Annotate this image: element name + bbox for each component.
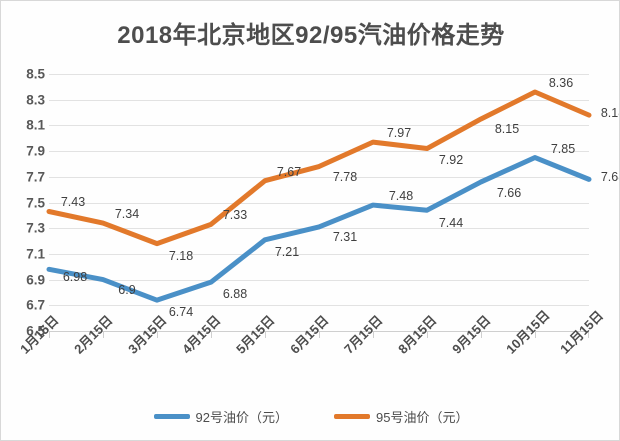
x-axis-tick	[373, 331, 374, 338]
y-axis-tick-label: 6.5	[26, 323, 45, 339]
x-axis-tick	[535, 331, 536, 338]
data-point-label: 8.15	[494, 121, 520, 136]
gridline	[49, 202, 589, 204]
chart-title: 2018年北京地区92/95汽油价格走势	[117, 22, 505, 49]
y-axis-tick-label: 6.9	[26, 272, 45, 288]
series-line	[46, 89, 592, 247]
series-line	[46, 155, 592, 303]
data-point-label: 7.97	[386, 126, 412, 141]
gridline	[49, 176, 589, 178]
plot-area: 6.98 6.9 6.74 6.88 7.21 7.31 7.48 7.44 7.66 7.85 7…	[46, 74, 619, 332]
y-axis: 8.5 8.3 8.1 7.9 7.7 7.5 7.3 7.1 6.9 6.7 6.5	[1, 67, 45, 339]
data-point-label: 7.33	[222, 208, 248, 223]
x-axis-tick	[157, 331, 158, 338]
x-axis-tick	[588, 331, 589, 338]
gridline	[49, 151, 589, 153]
data-point-label: 8.36	[548, 75, 574, 90]
series-lines	[46, 89, 592, 303]
x-axis-tick	[265, 331, 266, 338]
data-point-label: 7.85	[550, 141, 576, 156]
data-point-label: 7.21	[274, 244, 300, 259]
data-point-label: 7.68	[600, 170, 619, 185]
legend-color-swatch	[334, 413, 370, 419]
y-axis-tick-label: 7.1	[26, 246, 45, 262]
x-axis-tick	[103, 331, 104, 338]
legend-color-swatch	[153, 413, 190, 419]
x-axis-tick	[319, 331, 320, 338]
data-point-label: 7.67	[276, 164, 302, 179]
y-axis-tick-label: 7.3	[26, 220, 45, 236]
data-point-label: 7.66	[496, 185, 522, 200]
y-axis-tick-label: 7.5	[26, 195, 45, 210]
gridline	[49, 305, 589, 307]
data-point-label: 7.34	[114, 207, 140, 222]
data-point-label: 7.31	[332, 229, 358, 244]
data-point-label: 6.9	[118, 282, 136, 297]
x-axis-tick	[481, 331, 482, 338]
data-point-label: 7.92	[438, 152, 464, 167]
data-point-label: 6.74	[168, 305, 194, 320]
legend-item[interactable]: 95号油价（元）	[334, 407, 468, 426]
x-axis-tick	[427, 331, 428, 338]
x-axis-tick	[49, 331, 50, 338]
x-axis: 1月15日 2月15日 3月15日 4月15日 5月15日 6月15日 7月15日 8月15日…	[17, 307, 606, 398]
gridline	[49, 125, 589, 127]
gridline	[49, 279, 589, 281]
legend-label: 92号油价（元）	[195, 409, 288, 425]
gridline	[49, 74, 589, 75]
y-axis-tick-label: 8.3	[26, 92, 45, 108]
data-point-label: 7.43	[60, 195, 86, 210]
data-point-label: 6.88	[222, 287, 248, 302]
data-point-label: 6.98	[62, 270, 88, 285]
y-axis-tick-label: 8.1	[26, 117, 45, 133]
data-point-label: 7.44	[438, 216, 464, 231]
y-axis-tick-label: 6.7	[26, 297, 45, 313]
x-axis-ticks	[49, 331, 589, 338]
gridline	[49, 99, 589, 101]
gridline	[49, 253, 589, 255]
data-point-label: 7.48	[388, 189, 414, 204]
y-axis-tick-label: 7.9	[26, 143, 45, 159]
data-point-label: 7.78	[332, 169, 358, 184]
chart-legend: 92号油价（元） 95号油价（元）	[1, 403, 619, 429]
y-axis-tick-label: 8.5	[26, 66, 45, 82]
data-point-label: 8.18	[600, 106, 619, 121]
data-point-label: 7.18	[168, 248, 194, 263]
x-axis-tick	[211, 331, 212, 338]
legend-item[interactable]: 92号油价（元）	[153, 407, 288, 426]
legend-label: 95号油价（元）	[376, 409, 469, 425]
y-axis-tick-label: 7.7	[26, 169, 45, 185]
